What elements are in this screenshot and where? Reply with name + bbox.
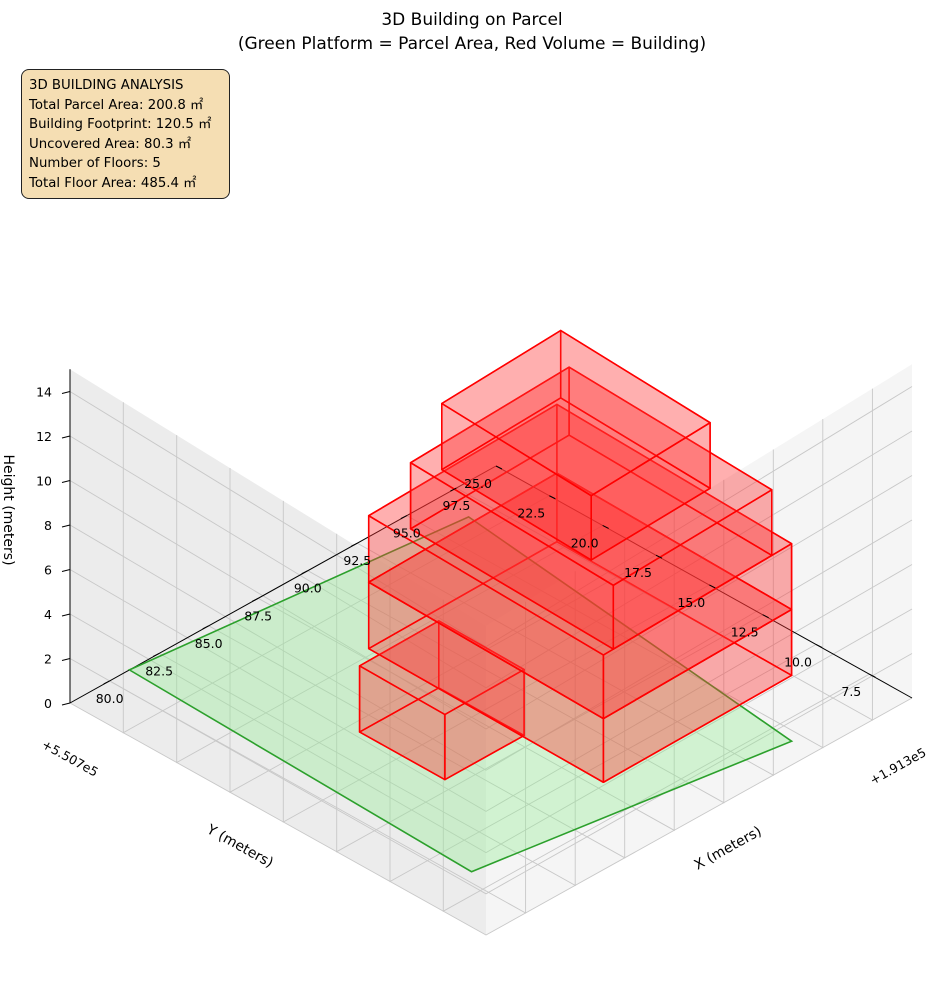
info-total-parcel-area: Total Parcel Area: 200.8 ㎡ <box>29 97 204 113</box>
z-tick-label: 12 <box>36 429 52 444</box>
y-axis-offset-label: +5.507e5 <box>39 736 100 779</box>
x-tick-label: 85.0 <box>195 636 223 651</box>
z-gridline <box>69 475 913 730</box>
y-axis-label: Y (meters) <box>203 821 276 871</box>
x-tick-label: 92.5 <box>343 553 371 568</box>
z-gridline <box>69 430 913 689</box>
x-tick-mark <box>351 542 358 547</box>
info-building-footprint: Building Footprint: 120.5 ㎡ <box>29 117 212 133</box>
y-tick-label: 25.0 <box>464 476 492 491</box>
x-tick-label: 82.5 <box>145 663 173 678</box>
x-tick-label: 87.5 <box>244 608 272 623</box>
building-floor-1 <box>358 620 525 781</box>
y-tick-label: 10.0 <box>784 654 812 669</box>
z-tick-mark <box>61 658 71 661</box>
y-tick-mark <box>655 554 663 559</box>
chart-title-line2: (Green Platform = Parcel Area, Red Volum… <box>238 34 706 54</box>
y-tick-label: 12.5 <box>731 625 759 640</box>
z-gridline <box>69 608 913 854</box>
axis-lines <box>69 369 913 704</box>
z-gridline <box>69 386 913 648</box>
z-tick-mark <box>61 702 71 706</box>
info-box-title: 3D BUILDING ANALYSIS <box>29 78 184 93</box>
x-tick-mark <box>252 597 259 602</box>
building-floor-5 <box>441 329 711 561</box>
y-tick-mark <box>869 673 876 678</box>
info-total-floor-area: Total Floor Area: 485.4 ㎡ <box>29 175 197 191</box>
x-tick-label: 80.0 <box>96 691 124 706</box>
x-tick-label: 97.5 <box>442 498 470 513</box>
building-floor-2 <box>367 472 793 784</box>
building-face <box>358 620 525 716</box>
z-tick-label: 6 <box>44 563 52 578</box>
z-tick-label: 2 <box>44 652 52 667</box>
z-tick-label: 4 <box>44 607 52 622</box>
z-tick-label: 14 <box>36 385 52 400</box>
z-tick-mark <box>61 524 71 528</box>
x-tick-label: 90.0 <box>294 581 322 596</box>
analysis-info-box: 3D BUILDING ANALYSIS Total Parcel Area: … <box>21 69 230 199</box>
z-gridline <box>69 697 913 936</box>
chart-marks <box>127 329 794 873</box>
y-tick-label: 20.0 <box>571 535 599 550</box>
z-gridline <box>69 564 913 812</box>
building-face <box>409 366 773 587</box>
z-tick-mark <box>61 569 71 572</box>
gridlines <box>69 369 913 936</box>
y-tick-label: 7.5 <box>841 684 861 699</box>
chart-title-line1: 3D Building on Parcel <box>381 10 562 30</box>
x-tick-mark <box>301 570 308 575</box>
z-tick-label: 0 <box>44 696 52 711</box>
y-tick-mark <box>709 584 716 589</box>
x-tick-mark <box>450 487 457 492</box>
y-axis-line <box>495 465 913 699</box>
y-tick-mark <box>495 465 503 470</box>
z-tick-label: 8 <box>44 518 52 533</box>
parcel-platform <box>127 515 794 873</box>
x-axis-label: X (meters) <box>692 823 765 873</box>
z-tick-label: 10 <box>36 474 52 489</box>
y-tick-mark <box>762 614 769 619</box>
y-tick-label: 15.0 <box>677 595 705 610</box>
x-tick-mark <box>152 652 160 657</box>
z-tick-mark <box>61 613 71 617</box>
y-tick-mark <box>815 644 823 648</box>
tick-labels: 80.0 82.5 85.0 87.5 90.0 92.5 95.0 97.5 7.5 10.0 1… <box>36 385 876 711</box>
y-tick-mark <box>602 525 609 529</box>
z-tick-mark <box>61 480 71 484</box>
x-axis-offset-label: +1.913e5 <box>867 744 928 787</box>
building-floor-3 <box>367 403 793 720</box>
x-tick-mark <box>103 680 110 685</box>
z-tick-mark <box>61 391 71 395</box>
x-axis-line <box>69 465 497 704</box>
y-tick-label: 22.5 <box>517 506 545 521</box>
x-tick-mark <box>400 515 408 520</box>
z-gridline <box>69 519 913 771</box>
z-axis-label: Height (meters) <box>0 454 16 565</box>
x-tick-label: 95.0 <box>393 526 421 541</box>
info-uncovered-area: Uncovered Area: 80.3 ㎡ <box>29 136 192 152</box>
z-gridline <box>69 653 913 895</box>
y-tick-label: 17.5 <box>624 565 652 580</box>
x-tick-mark <box>202 625 209 630</box>
y-tick-mark <box>549 495 556 500</box>
building-face <box>441 329 711 497</box>
z-tick-mark <box>61 435 71 439</box>
info-number-of-floors: Number of Floors: 5 <box>29 156 161 172</box>
back-left-pane <box>70 369 486 935</box>
